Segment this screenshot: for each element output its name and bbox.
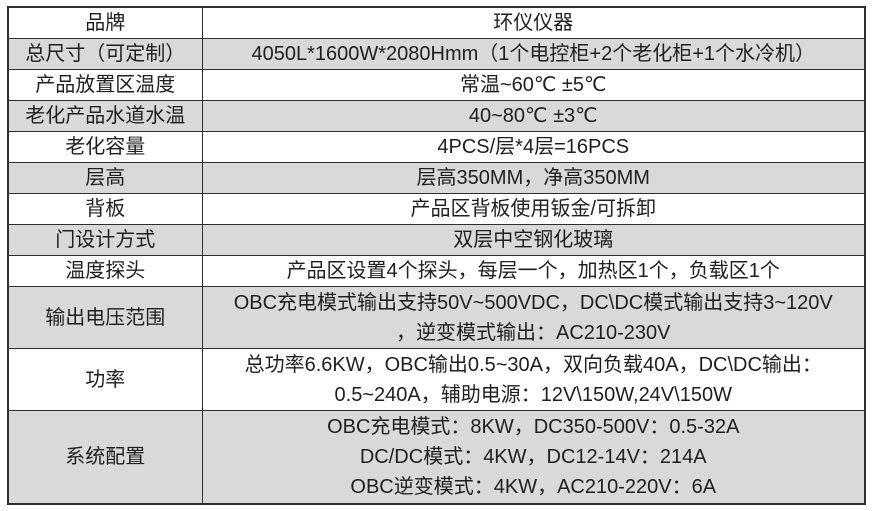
spec-label: 系统配置 xyxy=(7,410,203,505)
spec-label: 温度探头 xyxy=(7,255,203,287)
spec-value: 总功率6.6KW，OBC输出0.5~30A，双向负载40A，DC\DC输出： 0… xyxy=(201,348,866,411)
spec-value-line: 常温~60℃ ±5℃ xyxy=(459,74,607,96)
spec-value: 40~80℃ ±3℃ xyxy=(201,100,866,132)
spec-label: 门设计方式 xyxy=(7,224,203,256)
table-row-capacity: 老化容量 4PCS/层*4层=16PCS xyxy=(7,131,866,163)
spec-value: 环仪仪器 xyxy=(201,6,866,39)
spec-value-line: ，逆变模式输出：AC210-230V xyxy=(395,321,671,344)
table-row-placement-temp: 产品放置区温度 常温~60℃ ±5℃ xyxy=(7,69,866,101)
spec-value-line: OBC充电模式：8KW，DC350-500V：0.5-32A xyxy=(327,416,740,438)
spec-label: 老化产品水道水温 xyxy=(7,100,203,132)
spec-value-line: DC/DC模式：4KW，DC12-14V：214A xyxy=(359,446,707,468)
spec-label: 总尺寸（可定制） xyxy=(7,38,203,70)
spec-value: 产品区背板使用钣金/可拆卸 xyxy=(201,193,866,225)
spec-value-line: 双层中空钢化玻璃 xyxy=(453,229,614,251)
spec-value-line: OBC逆变模式：4KW，AC210-220V：6A xyxy=(350,476,717,498)
spec-value: 常温~60℃ ±5℃ xyxy=(201,69,866,101)
table-row-temp-probe: 温度探头 产品区设置4个探头，每层一个，加热区1个，负载区1个 xyxy=(7,255,866,287)
spec-label: 输出电压范围 xyxy=(7,286,203,349)
spec-label: 功率 xyxy=(7,348,203,411)
spec-value: OBC充电模式输出支持50V~500VDC，DC\DC模式输出支持3~120V … xyxy=(201,286,866,349)
spec-value-line: 0.5~240A，辅助电源：12V\150W,24V\150W xyxy=(334,383,732,406)
spec-value-line: 产品区背板使用钣金/可拆卸 xyxy=(410,198,657,220)
spec-label: 层高 xyxy=(7,162,203,194)
spec-label: 老化容量 xyxy=(7,131,203,163)
table-row-size: 总尺寸（可定制） 4050L*1600W*2080Hmm（1个电控柜+2个老化柜… xyxy=(7,38,866,70)
table-row-layer-height: 层高 层高350MM，净高350MM xyxy=(7,162,866,194)
table-row-door-design: 门设计方式 双层中空钢化玻璃 xyxy=(7,224,866,256)
spec-value: 产品区设置4个探头，每层一个，加热区1个，负载区1个 xyxy=(201,255,866,287)
table-row-brand: 品牌 环仪仪器 xyxy=(7,6,866,39)
spec-value: 双层中空钢化玻璃 xyxy=(201,224,866,256)
table-row-output-voltage: 输出电压范围 OBC充电模式输出支持50V~500VDC，DC\DC模式输出支持… xyxy=(7,286,866,349)
spec-value-line: 4050L*1600W*2080Hmm（1个电控柜+2个老化柜+1个水冷机） xyxy=(251,43,816,65)
spec-value-line: 层高350MM，净高350MM xyxy=(416,167,650,189)
spec-value: OBC充电模式：8KW，DC350-500V：0.5-32A DC/DC模式：4… xyxy=(201,410,866,505)
spec-label: 品牌 xyxy=(7,6,203,39)
spec-label: 产品放置区温度 xyxy=(7,69,203,101)
spec-value-line: 环仪仪器 xyxy=(493,12,574,34)
table-row-system-config: 系统配置 OBC充电模式：8KW，DC350-500V：0.5-32A DC/D… xyxy=(7,410,866,505)
spec-table: 品牌 环仪仪器 总尺寸（可定制） 4050L*1600W*2080Hmm（1个电… xyxy=(7,6,866,505)
spec-value: 4PCS/层*4层=16PCS xyxy=(201,131,866,163)
table-row-power: 功率 总功率6.6KW，OBC输出0.5~30A，双向负载40A，DC\DC输出… xyxy=(7,348,866,411)
spec-value-line: 4PCS/层*4层=16PCS xyxy=(437,136,630,158)
spec-value-line: 产品区设置4个探头，每层一个，加热区1个，负载区1个 xyxy=(286,260,780,282)
spec-value-line: OBC充电模式输出支持50V~500VDC，DC\DC模式输出支持3~120V xyxy=(233,291,833,314)
table-row-back-panel: 背板 产品区背板使用钣金/可拆卸 xyxy=(7,193,866,225)
spec-value: 4050L*1600W*2080Hmm（1个电控柜+2个老化柜+1个水冷机） xyxy=(201,38,866,70)
spec-value-line: 40~80℃ ±3℃ xyxy=(468,105,598,127)
spec-value: 层高350MM，净高350MM xyxy=(201,162,866,194)
spec-label: 背板 xyxy=(7,193,203,225)
table-row-water-temp: 老化产品水道水温 40~80℃ ±3℃ xyxy=(7,100,866,132)
spec-value-line: 总功率6.6KW，OBC输出0.5~30A，双向负载40A，DC\DC输出： xyxy=(244,353,822,376)
